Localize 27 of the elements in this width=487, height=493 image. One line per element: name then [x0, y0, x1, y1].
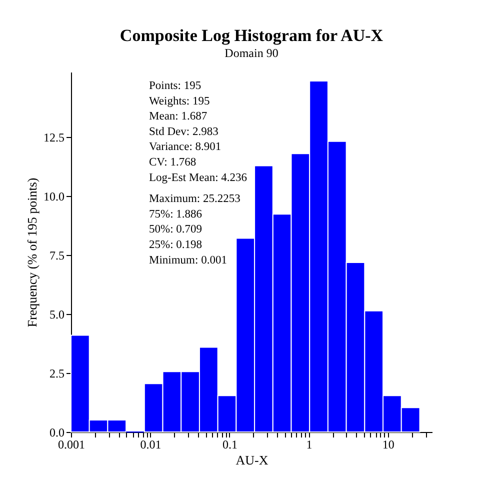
x-tick-label: 1 — [306, 438, 312, 452]
y-tick-label: 0.0 — [50, 426, 64, 440]
annotation: 25%: 0.198 — [149, 239, 202, 251]
annotation: Weights: 195 — [149, 95, 210, 108]
chart-subtitle: Domain 90 — [224, 46, 278, 60]
x-axis-title: AU-X — [236, 452, 269, 468]
y-tick-label: 12.5 — [44, 130, 64, 144]
annotation: 75%: 1.886 — [149, 208, 202, 220]
y-tick-label: 2.5 — [50, 366, 64, 380]
y-tick-label: 10.0 — [44, 189, 64, 204]
annotation: 50%: 0.709 — [149, 224, 202, 236]
x-tick-label: 0.1 — [222, 438, 238, 452]
annotation: Points: 195 — [149, 80, 202, 92]
annotation: Variance: 8.901 — [149, 141, 222, 154]
x-tick-label: 10 — [382, 438, 394, 452]
annotation: Minimum: 0.001 — [149, 254, 228, 266]
y-tick-label: 7.5 — [50, 248, 64, 262]
x-tick-label: 0.01 — [140, 438, 162, 452]
chart-title: Composite Log Histogram for AU-X — [120, 26, 384, 45]
y-tick-label: 5.0 — [50, 307, 64, 322]
annotation: Mean: 1.687 — [149, 110, 208, 123]
y-axis-title: Frequency (% of 195 points) — [24, 178, 40, 328]
annotation: CV: 1.768 — [149, 156, 196, 168]
x-tick-label: 0.001 — [58, 438, 85, 452]
annotation: Std Dev: 2.983 — [149, 126, 219, 138]
annotation: Log-Est Mean: 4.236 — [149, 172, 248, 184]
annotation: Maximum: 25.2253 — [149, 193, 241, 206]
